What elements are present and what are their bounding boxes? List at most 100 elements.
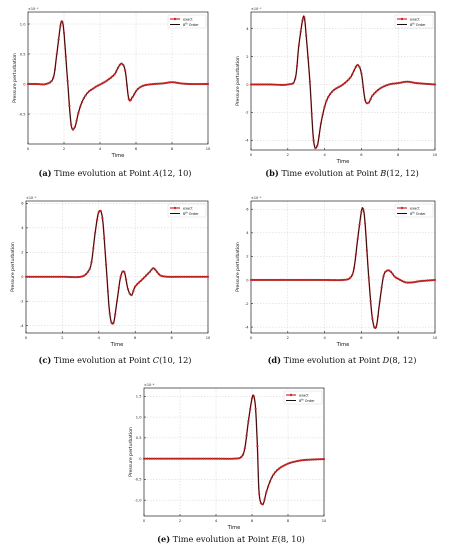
exact-marker (421, 82, 424, 85)
exact-marker (312, 458, 315, 461)
exact-marker (68, 275, 71, 279)
exact-marker (347, 78, 350, 81)
exact-marker (286, 462, 290, 465)
exact-marker (424, 82, 427, 85)
exact-marker (259, 278, 262, 282)
exact-marker (334, 87, 337, 90)
exact-marker (166, 275, 170, 278)
chart-b: 0 2 4 6 8 10 4 2 0 -2 -4 ×10⁻⁵ Time Pressure perturba… (235, 7, 438, 165)
exact-marker (264, 83, 267, 86)
exact-marker (426, 82, 429, 86)
exact-marker (136, 87, 139, 91)
exact-marker (86, 270, 89, 273)
exact-marker (174, 81, 177, 84)
exact-marker (406, 281, 409, 284)
exact-marker (373, 92, 376, 95)
exact-marker (365, 102, 368, 105)
exact-marker (146, 272, 150, 275)
exact-marker (349, 76, 352, 79)
exact-marker (109, 76, 112, 79)
exact-marker (190, 82, 193, 86)
exact-marker (72, 276, 75, 279)
exact-marker (413, 281, 416, 284)
exact-marker (125, 278, 128, 281)
x-tick-label: 2 (287, 336, 289, 340)
exact-marker (134, 285, 137, 288)
exact-marker (152, 267, 155, 270)
exact-marker (196, 275, 199, 278)
series-exact-line (28, 20, 208, 131)
exact-marker (297, 459, 300, 462)
exact-marker (330, 90, 334, 93)
exact-marker (421, 279, 424, 283)
exact-marker (172, 275, 175, 278)
exact-marker (157, 457, 160, 460)
exact-marker (178, 457, 182, 460)
exact-marker (378, 300, 381, 303)
y-exponent-label: ×10⁻⁴ (144, 383, 155, 387)
exact-marker (391, 82, 394, 85)
exact-marker (30, 275, 33, 278)
exact-marker (202, 457, 205, 460)
series-exact-line (144, 394, 325, 506)
exact-marker (157, 273, 160, 276)
exact-marker (182, 457, 185, 460)
exact-marker (170, 81, 174, 84)
exact-marker (160, 82, 163, 85)
exact-marker (288, 278, 291, 282)
exact-marker (318, 278, 321, 282)
exact-marker (188, 275, 191, 278)
legend-exact-marker (289, 393, 293, 397)
exact-marker (129, 99, 132, 102)
exact-marker (154, 268, 157, 271)
exact-marker (53, 68, 57, 71)
y-tick-label: 4 (21, 226, 24, 230)
y-tick-label: -4 (245, 325, 249, 329)
exact-marker (292, 278, 295, 282)
exact-marker (279, 83, 282, 86)
exact-marker (312, 278, 315, 282)
exact-marker (422, 82, 426, 85)
exact-marker (108, 312, 111, 315)
exact-marker (259, 83, 262, 86)
exact-marker (166, 457, 169, 460)
exact-marker (430, 83, 433, 86)
exact-marker (211, 457, 214, 460)
exact-marker (268, 83, 271, 86)
exact-marker (41, 275, 44, 278)
exact-marker (148, 457, 151, 460)
y-tick-label: 2 (21, 251, 23, 255)
exact-marker (187, 457, 191, 460)
y-exponent-label: ×10⁻⁵ (26, 196, 37, 200)
exact-marker (162, 457, 165, 460)
exact-marker (151, 457, 155, 460)
exact-marker (277, 467, 281, 470)
exact-marker (316, 144, 319, 147)
exact-marker (66, 79, 69, 83)
exact-marker (155, 270, 159, 273)
exact-marker (86, 91, 89, 95)
exact-marker (400, 81, 403, 84)
exact-marker (321, 458, 324, 461)
x-tick-label: 4 (215, 519, 218, 523)
exact-marker (82, 97, 85, 100)
exact-marker (185, 275, 188, 278)
exact-marker (70, 275, 73, 279)
exact-marker (351, 274, 354, 277)
exact-marker (59, 24, 62, 27)
exact-marker (104, 80, 107, 83)
exact-marker (404, 281, 407, 284)
exact-marker (205, 82, 208, 86)
exact-marker (150, 268, 153, 271)
y-tick-label: 2 (246, 255, 248, 259)
x-tick-label: 4 (98, 336, 101, 340)
exact-marker (433, 278, 437, 282)
exact-marker (283, 464, 286, 467)
exact-marker (382, 275, 385, 278)
exact-marker (411, 81, 414, 84)
x-tick-label: 8 (171, 147, 174, 151)
exact-marker (317, 458, 320, 461)
exact-marker (79, 105, 82, 108)
exact-marker (345, 80, 348, 83)
exact-marker (192, 82, 195, 86)
